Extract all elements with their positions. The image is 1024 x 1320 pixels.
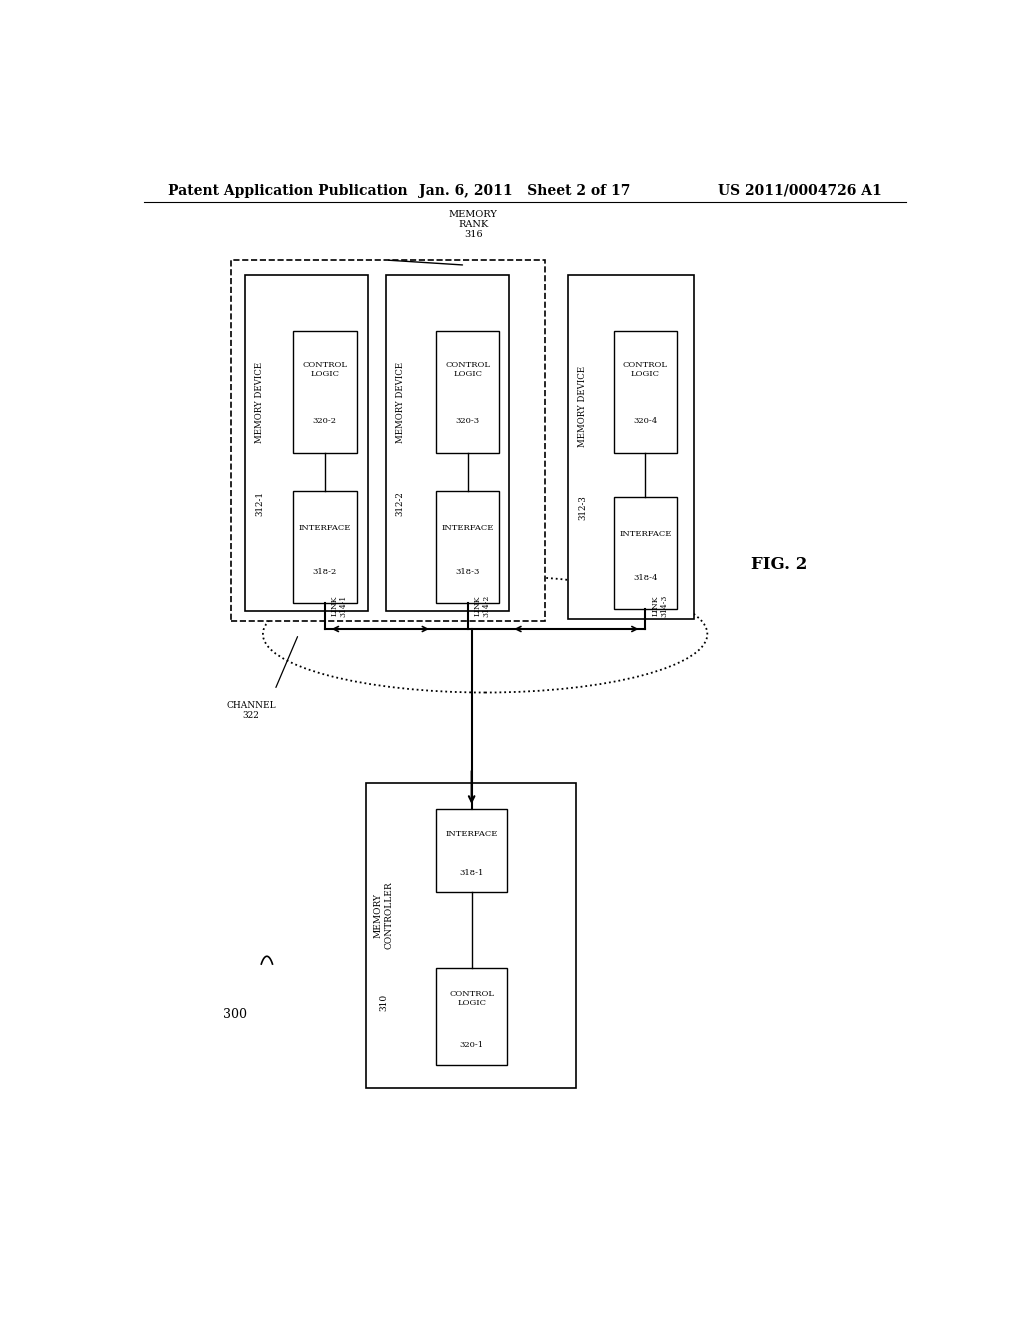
Text: MEMORY
RANK
316: MEMORY RANK 316 <box>449 210 498 239</box>
FancyBboxPatch shape <box>246 276 369 611</box>
Text: 320-4: 320-4 <box>633 417 657 425</box>
FancyBboxPatch shape <box>293 491 356 602</box>
Text: MEMORY DEVICE: MEMORY DEVICE <box>579 366 587 447</box>
FancyBboxPatch shape <box>367 784 577 1089</box>
Text: INTERFACE: INTERFACE <box>299 524 351 532</box>
FancyBboxPatch shape <box>386 276 509 611</box>
FancyBboxPatch shape <box>613 496 677 609</box>
Text: 318-3: 318-3 <box>456 568 480 576</box>
Text: FIG. 2: FIG. 2 <box>751 557 807 573</box>
FancyBboxPatch shape <box>436 809 507 892</box>
Text: CONTROL
LOGIC: CONTROL LOGIC <box>302 362 347 379</box>
Text: INTERFACE: INTERFACE <box>441 524 494 532</box>
FancyBboxPatch shape <box>436 491 500 602</box>
Text: US 2011/0004726 A1: US 2011/0004726 A1 <box>718 183 882 198</box>
Text: 320-3: 320-3 <box>456 417 479 425</box>
Text: MEMORY DEVICE: MEMORY DEVICE <box>255 362 264 444</box>
Text: INTERFACE: INTERFACE <box>620 531 672 539</box>
Text: 312-2: 312-2 <box>395 491 404 516</box>
Text: 300: 300 <box>223 1007 247 1020</box>
Text: Patent Application Publication: Patent Application Publication <box>168 183 408 198</box>
Text: 312-1: 312-1 <box>255 491 264 516</box>
FancyBboxPatch shape <box>568 276 694 619</box>
Text: 320-2: 320-2 <box>312 417 337 425</box>
Text: 318-2: 318-2 <box>312 568 337 576</box>
Text: 312-3: 312-3 <box>579 496 587 520</box>
Text: CONTROL
LOGIC: CONTROL LOGIC <box>623 362 668 379</box>
Text: MEMORY DEVICE: MEMORY DEVICE <box>395 362 404 444</box>
FancyBboxPatch shape <box>436 969 507 1065</box>
FancyBboxPatch shape <box>293 331 356 453</box>
FancyBboxPatch shape <box>231 260 545 620</box>
Text: LINK
314-3: LINK 314-3 <box>651 594 669 616</box>
Text: 318-1: 318-1 <box>460 869 483 876</box>
Text: INTERFACE: INTERFACE <box>445 830 498 838</box>
Text: CONTROL
LOGIC: CONTROL LOGIC <box>445 362 490 379</box>
Text: 320-1: 320-1 <box>460 1041 483 1049</box>
Text: 318-4: 318-4 <box>633 574 657 582</box>
Text: MEMORY
CONTROLLER: MEMORY CONTROLLER <box>374 882 393 949</box>
FancyBboxPatch shape <box>613 331 677 453</box>
Text: CONTROL
LOGIC: CONTROL LOGIC <box>450 990 495 1007</box>
Text: 310: 310 <box>379 994 388 1011</box>
Text: Jan. 6, 2011   Sheet 2 of 17: Jan. 6, 2011 Sheet 2 of 17 <box>419 183 631 198</box>
Text: LINK
314-1: LINK 314-1 <box>331 594 348 616</box>
FancyBboxPatch shape <box>436 331 500 453</box>
Text: LINK
314-2: LINK 314-2 <box>473 594 490 616</box>
Text: CHANNEL
322: CHANNEL 322 <box>226 701 275 719</box>
